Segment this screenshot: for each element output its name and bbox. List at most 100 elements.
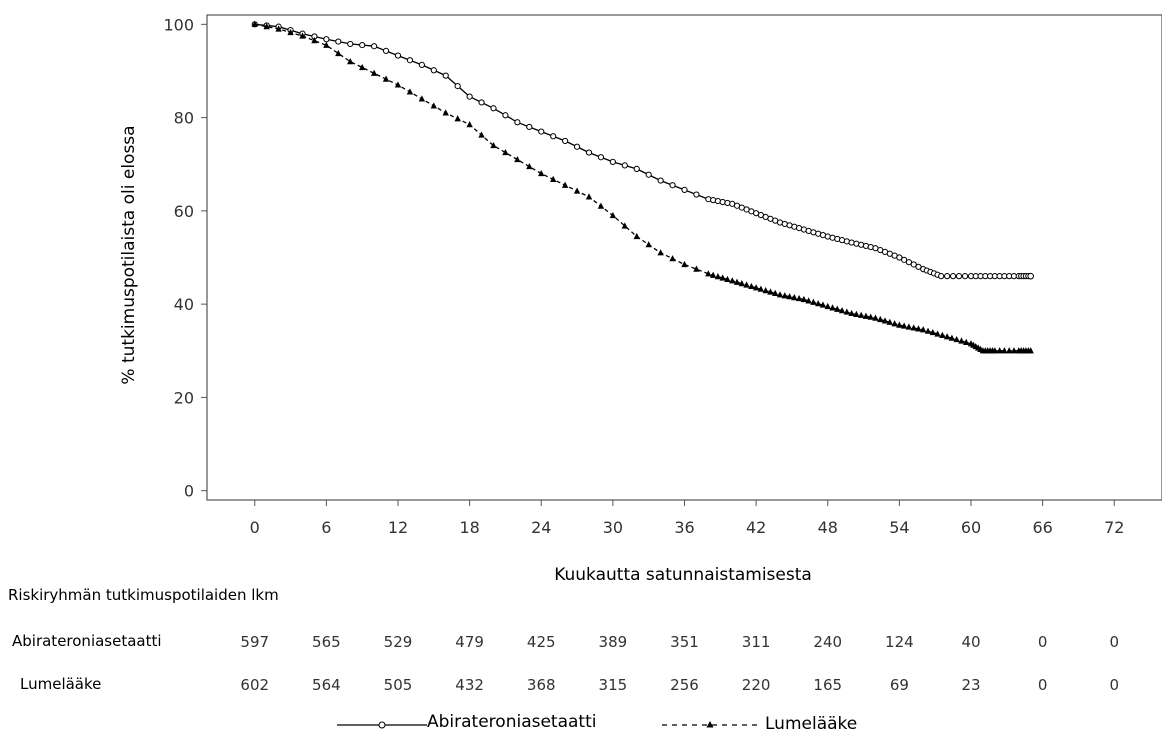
point-marker-abirateroniasetaatti bbox=[949, 273, 957, 280]
point-marker-lumelaake bbox=[514, 155, 521, 163]
point-marker-abirateroniasetaatti bbox=[526, 123, 533, 131]
point-marker-lumelaake bbox=[347, 58, 354, 65]
risk-cell: 311 bbox=[741, 633, 771, 651]
legend-line-abirateroniasetaatti bbox=[337, 721, 427, 729]
series-layer bbox=[251, 20, 1034, 354]
point-marker-lumelaake bbox=[738, 280, 745, 287]
point-marker-lumelaake bbox=[900, 322, 908, 329]
point-marker-lumelaake bbox=[843, 308, 851, 315]
risk-cell: 0 bbox=[1037, 676, 1048, 694]
survival-chart: 0 20 40 60 80 100 0 6 12 18 24 30 36 42 48 54 60 66 72 Kuu… bbox=[119, 14, 1162, 585]
point-marker-abirateroniasetaatti bbox=[550, 133, 557, 140]
point-marker-lumelaake bbox=[645, 241, 652, 248]
risk-cell: 432 bbox=[455, 676, 484, 694]
x-tick-label: 18 bbox=[459, 518, 479, 537]
point-marker-lumelaake bbox=[406, 88, 414, 95]
axes: 0 20 40 60 80 100 0 6 12 18 24 30 36 42 48 54 60 66 72 bbox=[163, 14, 1162, 537]
point-marker-lumelaake bbox=[877, 315, 884, 323]
point-marker-abirateroniasetaatti bbox=[406, 57, 414, 64]
point-marker-abirateroniasetaatti bbox=[514, 119, 521, 126]
point-marker-abirateroniasetaatti bbox=[657, 177, 664, 184]
legend-line-lumelaake bbox=[662, 721, 758, 728]
point-marker-abirateroniasetaatti bbox=[1027, 272, 1034, 280]
risk-cell: 0 bbox=[1109, 676, 1120, 694]
risk-cell: 602 bbox=[240, 676, 270, 694]
risk-cell: 565 bbox=[312, 633, 341, 651]
x-tick-label: 24 bbox=[531, 518, 551, 537]
point-marker-lumelaake bbox=[705, 270, 712, 277]
point-marker-lumelaake bbox=[478, 131, 485, 138]
y-tick-label: 60 bbox=[174, 202, 194, 221]
point-marker-lumelaake bbox=[263, 23, 270, 30]
point-marker-lumelaake bbox=[834, 305, 841, 312]
risk-cell: 23 bbox=[961, 676, 981, 694]
x-tick-label: 30 bbox=[603, 518, 623, 537]
point-marker-abirateroniasetaatti bbox=[573, 143, 581, 150]
y-axis-title: % tutkimuspotilaista oli elossa bbox=[119, 125, 139, 384]
risk-cell: 529 bbox=[383, 633, 413, 651]
legend-marker-open-circle bbox=[378, 721, 386, 729]
point-marker-lumelaake bbox=[1001, 347, 1008, 354]
point-marker-abirateroniasetaatti bbox=[597, 154, 605, 161]
point-marker-lumelaake bbox=[791, 294, 798, 301]
point-marker-lumelaake bbox=[757, 285, 765, 292]
point-marker-lumelaake bbox=[724, 275, 731, 283]
risk-cell: 256 bbox=[670, 676, 699, 694]
risk-cell: 0 bbox=[1109, 633, 1120, 651]
risk-cell: 220 bbox=[741, 676, 771, 694]
x-tick-label: 36 bbox=[674, 518, 694, 537]
point-marker-lumelaake bbox=[943, 333, 951, 340]
point-marker-lumelaake bbox=[829, 304, 836, 311]
point-marker-lumelaake bbox=[681, 260, 688, 268]
point-marker-abirateroniasetaatti bbox=[901, 256, 908, 263]
point-marker-lumelaake bbox=[781, 292, 788, 299]
point-marker-abirateroniasetaatti bbox=[955, 273, 963, 280]
point-marker-abirateroniasetaatti bbox=[910, 261, 917, 268]
point-marker-lumelaake bbox=[905, 323, 913, 330]
risk-cell: 240 bbox=[813, 633, 843, 651]
point-marker-abirateroniasetaatti bbox=[466, 93, 473, 100]
point-marker-lumelaake bbox=[920, 326, 927, 333]
point-marker-lumelaake bbox=[733, 278, 741, 285]
risk-row-label: Lumelääke bbox=[20, 675, 102, 693]
point-marker-lumelaake bbox=[729, 277, 736, 284]
point-marker-lumelaake bbox=[669, 255, 676, 262]
point-marker-lumelaake bbox=[767, 288, 774, 295]
point-marker-abirateroniasetaatti bbox=[585, 149, 593, 156]
point-marker-lumelaake bbox=[819, 301, 827, 308]
point-marker-lumelaake bbox=[939, 331, 946, 338]
point-marker-lumelaake bbox=[430, 102, 438, 109]
point-marker-lumelaake bbox=[915, 325, 922, 332]
risk-cell: 389 bbox=[598, 633, 628, 651]
point-marker-lumelaake bbox=[910, 324, 917, 331]
point-marker-abirateroniasetaatti bbox=[693, 191, 700, 198]
point-marker-lumelaake bbox=[609, 211, 617, 219]
point-marker-lumelaake bbox=[963, 338, 970, 345]
risk-cell: 564 bbox=[312, 676, 341, 694]
point-marker-lumelaake bbox=[335, 49, 342, 57]
point-marker-lumelaake bbox=[1006, 347, 1013, 354]
point-marker-lumelaake bbox=[502, 148, 509, 156]
point-marker-lumelaake bbox=[1010, 347, 1018, 354]
point-marker-abirateroniasetaatti bbox=[645, 171, 652, 178]
point-marker-abirateroniasetaatti bbox=[454, 83, 461, 90]
point-marker-lumelaake bbox=[991, 347, 999, 354]
point-marker-lumelaake bbox=[857, 311, 865, 318]
point-marker-lumelaake bbox=[394, 81, 402, 88]
point-marker-abirateroniasetaatti bbox=[371, 43, 378, 50]
point-marker-lumelaake bbox=[924, 327, 932, 334]
risk-cell: 505 bbox=[383, 676, 413, 694]
y-tick-label: 100 bbox=[163, 15, 194, 34]
risk-cell: 69 bbox=[889, 676, 909, 694]
point-marker-abirateroniasetaatti bbox=[490, 105, 497, 112]
risk-cell: 368 bbox=[526, 676, 556, 694]
x-tick-label: 48 bbox=[818, 518, 838, 537]
point-marker-lumelaake bbox=[621, 222, 629, 229]
point-marker-lumelaake bbox=[948, 334, 956, 341]
x-axis-title: Kuukautta satunnaistamisesta bbox=[554, 565, 812, 585]
point-marker-lumelaake bbox=[896, 321, 903, 328]
point-marker-lumelaake bbox=[867, 313, 874, 320]
point-marker-lumelaake bbox=[490, 141, 497, 149]
point-marker-lumelaake bbox=[714, 273, 722, 280]
point-marker-lumelaake bbox=[585, 193, 593, 200]
